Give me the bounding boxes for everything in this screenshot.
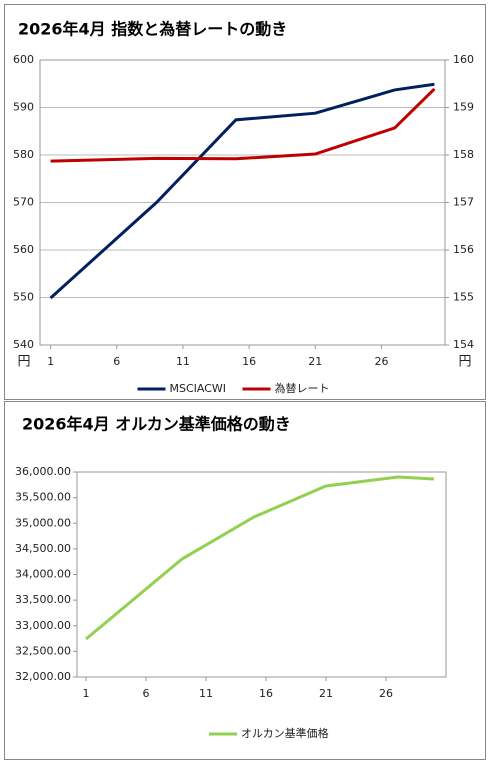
x-tick-label: 6 [113,355,120,368]
y-tick-label: 570 [13,196,34,209]
x-tick-label: 26 [374,355,388,368]
x-tick-label: 6 [143,687,150,700]
y2-tick-label: 158 [453,148,474,161]
chart-frame [4,401,486,760]
x-tick-label: 1 [83,687,90,700]
y2-tick-label: 154 [453,338,474,351]
y-unit-label: 円 [17,355,30,370]
x-tick-label: 21 [308,355,322,368]
y2-tick-label: 156 [453,243,474,256]
y-tick-label: 33,000.00 [15,619,71,632]
plot-frame [39,59,446,346]
legend-label: MSCIACWI [170,382,227,395]
y2-tick-label: 159 [453,101,474,114]
x-tick-label: 11 [176,355,190,368]
y-tick-label: 32,000.00 [15,670,71,683]
series-line [49,82,435,300]
y-tick-label: 550 [13,291,34,304]
y2-tick-label: 160 [453,53,474,66]
x-tick-label: 11 [199,687,213,700]
y2-tick-label: 157 [453,196,474,209]
y-tick-label: 600 [13,53,34,66]
y-tick-label: 32,500.00 [15,644,71,657]
y-tick-label: 33,500.00 [15,593,71,606]
y-tick-label: 540 [13,338,34,351]
y-tick-label: 590 [13,101,34,114]
x-tick-label: 16 [242,355,256,368]
chart-title: 2026年4月 指数と為替レートの動き [18,20,287,39]
y2-tick-label: 155 [453,291,474,304]
y-tick-label: 35,000.00 [15,516,71,529]
y-tick-label: 560 [13,243,34,256]
series-line [85,475,435,641]
x-tick-label: 26 [379,687,393,700]
plot-frame [76,471,447,678]
x-tick-label: 21 [319,687,333,700]
legend-label: 為替レート [275,381,330,395]
legend-label: オルカン基準価格 [241,726,329,740]
y-tick-label: 34,000.00 [15,568,71,581]
y-tick-label: 35,500.00 [15,491,71,504]
x-tick-label: 1 [47,355,54,368]
y-tick-label: 36,000.00 [15,465,71,478]
y-tick-label: 580 [13,148,34,161]
chart-title: 2026年4月 オルカン基準価格の動き [22,415,291,434]
x-tick-label: 16 [259,687,273,700]
series-line [50,87,436,163]
y-tick-label: 34,500.00 [15,542,71,555]
y2-unit-label: 円 [458,355,471,370]
